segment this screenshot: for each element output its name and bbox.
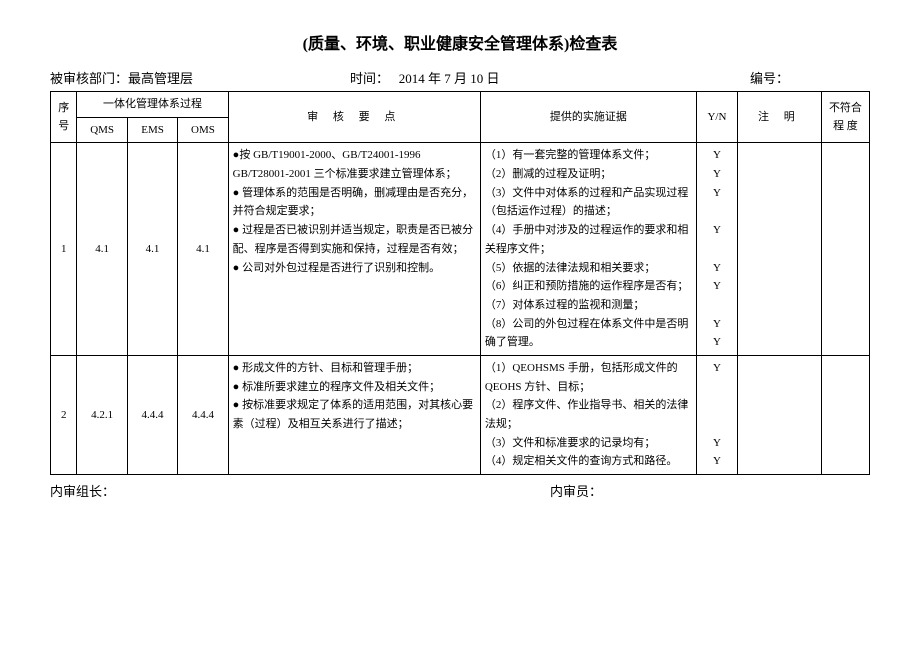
cell-nc bbox=[821, 143, 869, 356]
cell-yn: YYY Y YY YY bbox=[697, 143, 738, 356]
cell-keypoints: ●按 GB/T19001-2000、GB/T24001-1996 GB/T280… bbox=[228, 143, 480, 356]
leader-label: 内审组长： bbox=[50, 481, 550, 500]
table-row: 2 4.2.1 4.4.4 4.4.4 ● 形成文件的方针、目标和管理手册；● … bbox=[51, 355, 870, 474]
page-title: (质量、环境、职业健康安全管理体系)检查表 bbox=[50, 30, 870, 54]
time-value: 2014 年 7 月 10 日 bbox=[399, 71, 500, 86]
cell-oms: 4.1 bbox=[178, 143, 228, 356]
cell-qms: 4.1 bbox=[77, 143, 127, 356]
cell-oms: 4.4.4 bbox=[178, 355, 228, 474]
cell-seq: 2 bbox=[51, 355, 77, 474]
cell-seq: 1 bbox=[51, 143, 77, 356]
footer-row: 内审组长： 内审员： bbox=[50, 481, 870, 500]
cell-ems: 4.4.4 bbox=[127, 355, 177, 474]
th-nc: 不符合程 度 bbox=[821, 92, 869, 143]
cell-yn: Y YY bbox=[697, 355, 738, 474]
cell-evidence: （1）有一套完整的管理体系文件；（2）删减的过程及证明；（3）文件中对体系的过程… bbox=[480, 143, 696, 356]
th-sys-group: 一体化管理体系过程 bbox=[77, 92, 228, 118]
cell-nc bbox=[821, 355, 869, 474]
th-seq: 序号 bbox=[51, 92, 77, 143]
th-evidence: 提供的实施证据 bbox=[480, 92, 696, 143]
time-label: 时间： bbox=[350, 71, 389, 86]
auditor-label: 内审员： bbox=[550, 481, 870, 500]
cell-note bbox=[737, 143, 821, 356]
cell-qms: 4.2.1 bbox=[77, 355, 127, 474]
code-label: 编号： bbox=[750, 71, 789, 86]
table-row: 1 4.1 4.1 4.1 ●按 GB/T19001-2000、GB/T2400… bbox=[51, 143, 870, 356]
cell-ems: 4.1 bbox=[127, 143, 177, 356]
th-yn: Y/N bbox=[697, 92, 738, 143]
dept-label: 被审核部门： bbox=[50, 71, 128, 86]
th-note: 注 明 bbox=[737, 92, 821, 143]
th-ems: EMS bbox=[127, 117, 177, 143]
cell-note bbox=[737, 355, 821, 474]
cell-keypoints: ● 形成文件的方针、目标和管理手册；● 标准所要求建立的程序文件及相关文件；● … bbox=[228, 355, 480, 474]
cell-evidence: （1）QEOHSMS 手册，包括形成文件的 QEOHS 方针、目标；（2）程序文… bbox=[480, 355, 696, 474]
th-qms: QMS bbox=[77, 117, 127, 143]
th-keypoints: 审 核 要 点 bbox=[228, 92, 480, 143]
th-oms: OMS bbox=[178, 117, 228, 143]
info-row: 被审核部门：最高管理层 时间： 2014 年 7 月 10 日 编号： bbox=[50, 68, 870, 87]
checklist-table: 序号 一体化管理体系过程 审 核 要 点 提供的实施证据 Y/N 注 明 不符合… bbox=[50, 91, 870, 475]
dept-value: 最高管理层 bbox=[128, 71, 193, 86]
